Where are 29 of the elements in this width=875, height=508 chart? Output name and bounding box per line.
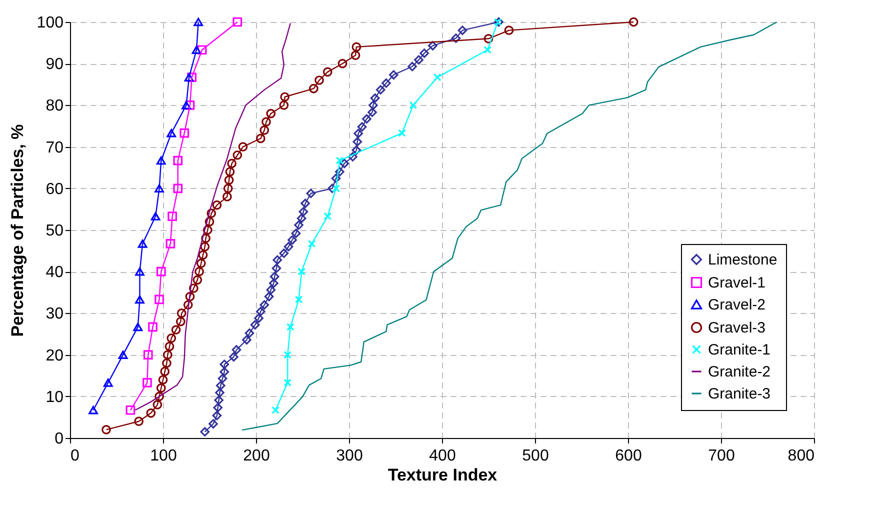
y-tick-label: 40 [46,264,64,282]
x-tick-label: 200 [243,448,270,464]
y-tick-label: 20 [46,347,64,364]
y-tick-label: 90 [46,56,64,74]
y-tick-label: 60 [46,180,64,198]
legend-label: Granite-1 [708,342,771,358]
x-tick-label: 0 [70,448,80,464]
x-tick-label: 500 [522,448,549,464]
x-tick-label: 400 [429,448,456,464]
x-tick-label: 300 [336,448,363,464]
y-tick-label: 70 [46,139,64,156]
legend-label: Granite-3 [708,386,771,402]
y-tick-label: 10 [46,388,64,406]
legend-label: Limestone [708,252,778,268]
y-tick-label: 80 [46,98,64,115]
y-axis-title: Percentage of Particles, % [8,124,27,337]
x-tick-label: 700 [708,448,735,464]
y-tick-label: 0 [54,430,64,448]
y-tick-label: 50 [46,222,64,240]
y-tick-label: 100 [36,14,64,32]
legend-label: Gravel-3 [708,320,766,336]
x-tick-label: 800 [788,448,815,464]
legend-label: Gravel-2 [708,296,766,314]
y-tick-label: 30 [46,306,64,323]
x-tick-label: 600 [615,448,642,464]
legend-label: Gravel-1 [708,274,766,292]
x-tick-label: 100 [150,448,177,464]
x-axis-title: Texture Index [388,466,498,484]
legend-label: Granite-2 [708,364,771,380]
